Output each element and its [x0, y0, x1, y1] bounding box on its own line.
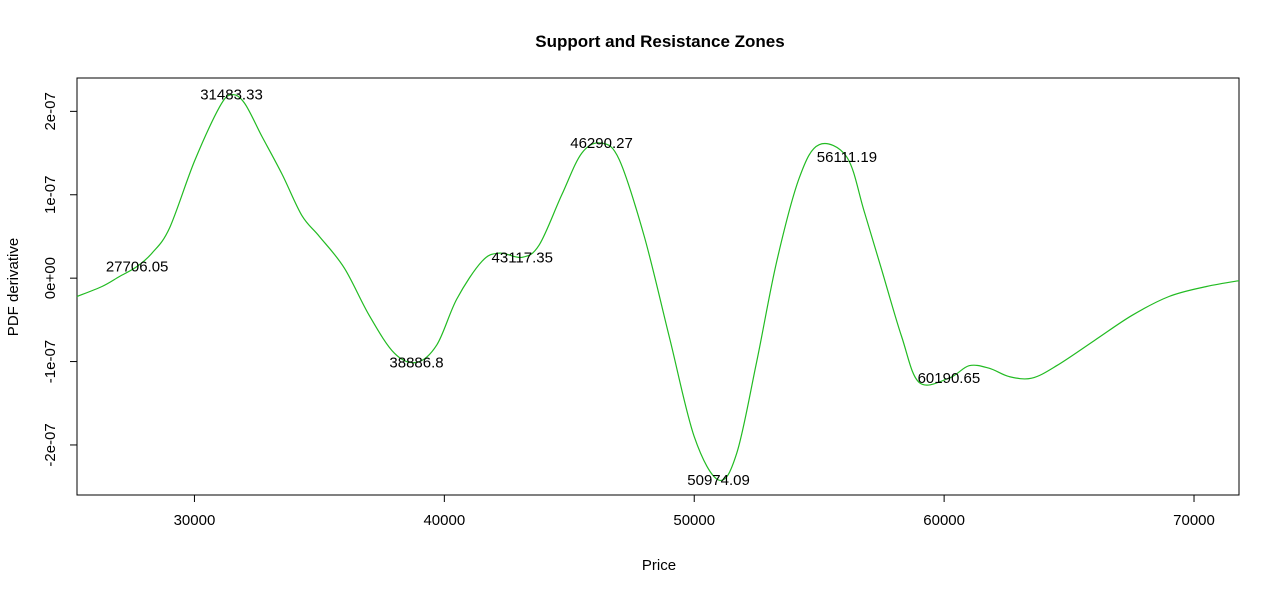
point-annotation: 46290.27 — [570, 135, 633, 152]
point-annotation: 56111.19 — [817, 149, 877, 166]
y-axis-label: PDF derivative — [5, 238, 22, 336]
x-tick-label: 30000 — [174, 512, 216, 529]
point-annotation: 38886.8 — [389, 354, 443, 371]
x-tick-label: 40000 — [423, 512, 465, 529]
point-annotation: 27706.05 — [106, 258, 169, 275]
annotation-layer: 27706.05 31483.33 38886.8 43117.35 46290.27 5… — [106, 87, 980, 489]
y-tick-label: 0e+00 — [42, 257, 59, 299]
x-tick-label: 70000 — [1173, 512, 1215, 529]
plot-frame — [76, 77, 1240, 496]
x-tick-label: 50000 — [673, 512, 715, 529]
y-tick-label: -2e-07 — [42, 423, 59, 466]
y-tick-label: -1e-07 — [42, 340, 59, 383]
y-tick-label: 1e-07 — [42, 176, 59, 214]
point-annotation: 50974.09 — [687, 472, 750, 489]
x-tick-label: 60000 — [923, 512, 965, 529]
y-axis: -2e-07 -1e-07 0e+00 1e-07 2e-07 — [42, 92, 77, 467]
series-layer — [76, 93, 1240, 482]
point-annotation: 43117.35 — [492, 249, 553, 266]
point-annotation: 31483.33 — [200, 87, 263, 104]
y-tick-label: 2e-07 — [42, 92, 59, 130]
series-line — [76, 93, 1240, 482]
x-axis: 30000 40000 50000 60000 70000 — [174, 495, 1215, 529]
x-axis-label: Price — [642, 557, 676, 574]
point-annotation: 60190.65 — [918, 370, 981, 387]
chart-title: Support and Resistance Zones — [535, 32, 784, 51]
